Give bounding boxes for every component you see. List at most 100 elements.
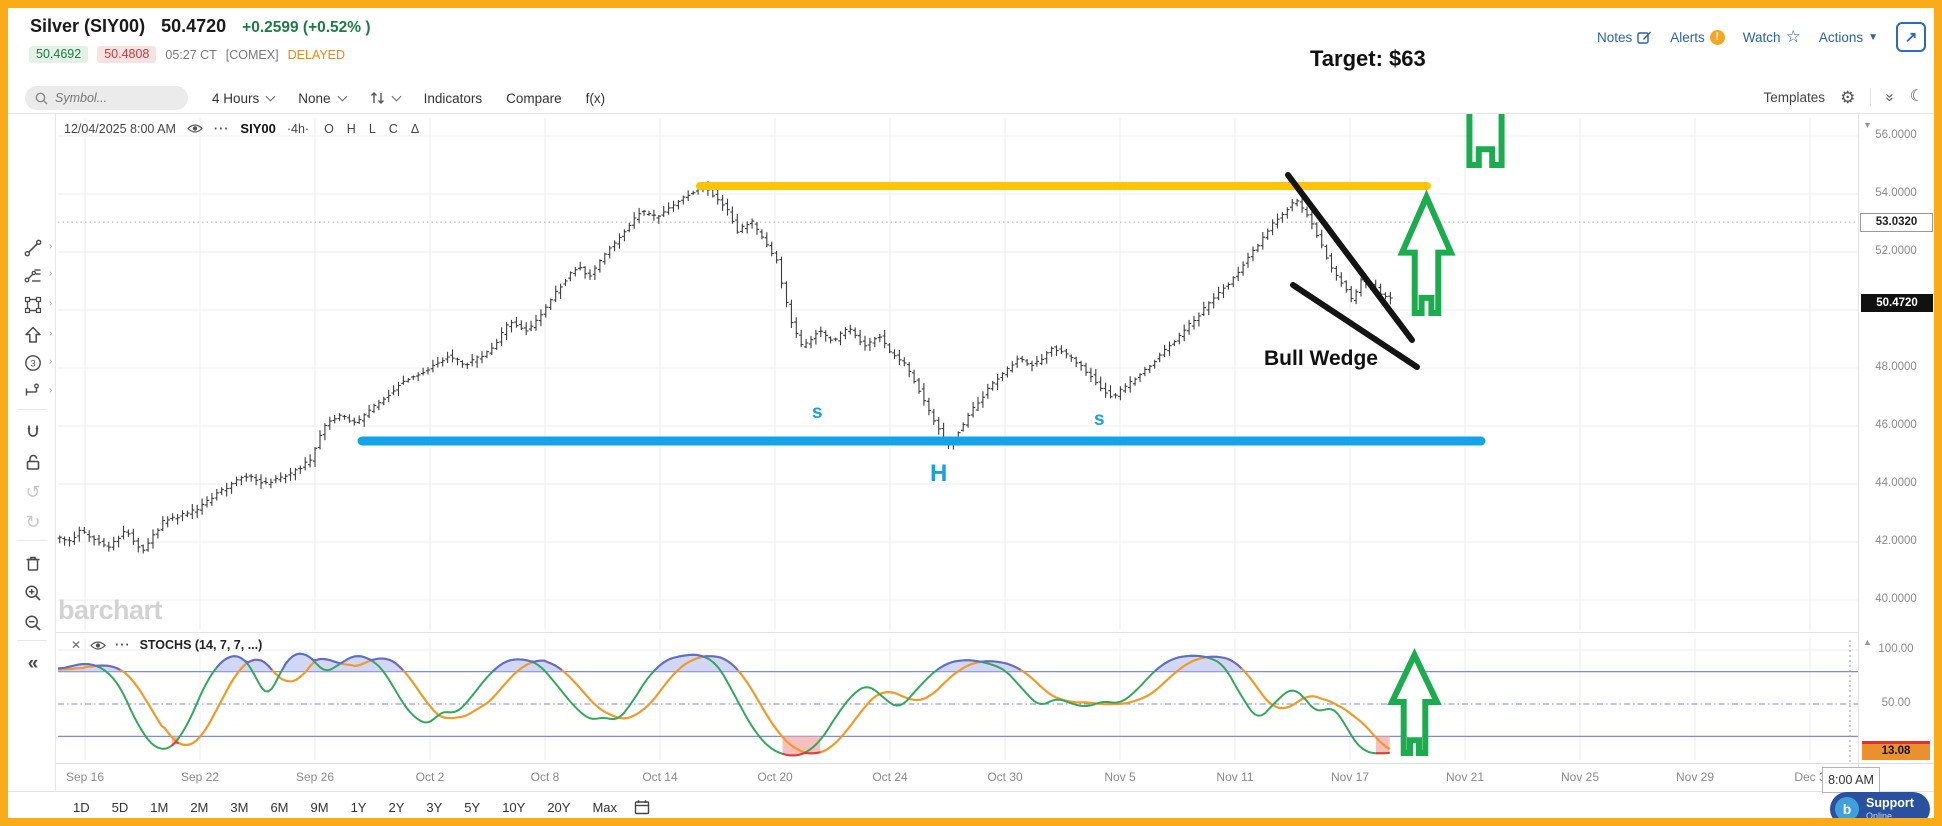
tool-flyout-chevron-icon[interactable]: ›: [49, 385, 53, 396]
period-button-2m[interactable]: 2M: [190, 799, 209, 815]
period-button-1y[interactable]: 1Y: [350, 799, 367, 815]
time-axis-label: Oct 14: [642, 770, 678, 784]
delete-drawings-button[interactable]: [19, 550, 47, 576]
period-button-3y[interactable]: 3Y: [426, 799, 443, 815]
price-change: +0.2599 (+0.52% ): [242, 19, 371, 36]
tool-flyout-chevron-icon[interactable]: ›: [49, 298, 53, 309]
tool-flyout-chevron-icon[interactable]: ›: [49, 356, 53, 367]
divider: [8, 763, 1934, 764]
fib-lines-tool[interactable]: [19, 262, 47, 288]
price-axis-label: 48.0000: [1875, 361, 1917, 373]
more-options-icon[interactable]: ···: [115, 638, 131, 652]
overlay-dropdown[interactable]: None: [298, 91, 348, 106]
barchart-watermark: barchart: [58, 595, 163, 625]
chevron-down-icon: [337, 91, 348, 101]
price-axis-label: 46.0000: [1875, 419, 1917, 431]
stoch-last-value-label: 13.08: [1862, 741, 1930, 760]
indicators-button[interactable]: Indicators: [423, 90, 483, 106]
trendline-tool[interactable]: [19, 235, 47, 261]
price-chart[interactable]: [56, 114, 1934, 763]
period-button-5d[interactable]: 5D: [111, 799, 129, 815]
collapse-panel-icon[interactable]: ▼: [1863, 120, 1872, 130]
period-button-9m[interactable]: 9M: [310, 799, 329, 815]
eye-icon[interactable]: [187, 123, 203, 134]
actions-dropdown[interactable]: Actions ▼: [1818, 29, 1878, 45]
header-actions: Notes Alerts ! Watch ☆ Actions ▼ ↗: [1597, 22, 1926, 52]
last-price: 50.4720: [161, 16, 227, 36]
support-chat-button[interactable]: b Support Online: [1830, 792, 1930, 826]
arrow-annotation-tool[interactable]: [19, 322, 47, 348]
magnet-tool[interactable]: [19, 419, 47, 445]
custom-date-range-button[interactable]: [634, 799, 650, 815]
alerts-button[interactable]: Alerts !: [1670, 29, 1725, 45]
tool-flyout-chevron-icon[interactable]: ›: [49, 241, 53, 252]
tool-flyout-chevron-icon[interactable]: ›: [49, 268, 53, 279]
time-axis-label: Nov 11: [1216, 770, 1254, 784]
shapes-tool[interactable]: [19, 292, 47, 318]
crosshair-time-label: 8:00 AM: [1822, 767, 1880, 793]
period-toolbar: 1D 5D 1M 2M 3M 6M 9M 1Y 2Y 3Y 5Y 10Y 20Y Max: [62, 794, 650, 820]
fx-button[interactable]: f(x): [585, 90, 606, 106]
watch-button[interactable]: Watch ☆: [1742, 27, 1801, 46]
bar-type-dropdown[interactable]: [370, 91, 402, 105]
redo-button[interactable]: ↻: [25, 512, 41, 532]
remove-indicator-icon[interactable]: ✕: [71, 638, 82, 652]
dark-mode-moon-icon[interactable]: ☾: [1909, 88, 1924, 105]
delayed-badge: DELAYED: [287, 47, 346, 62]
svg-text:3: 3: [30, 358, 35, 369]
head-label[interactable]: H: [930, 460, 948, 487]
period-button-3m[interactable]: 3M: [230, 799, 249, 815]
exchange-label: [COMEX]: [225, 47, 279, 62]
collapse-up-icon[interactable]: »: [1881, 92, 1899, 102]
period-button-1d[interactable]: 1D: [73, 799, 90, 815]
collapse-sidebar-button[interactable]: «: [27, 652, 39, 674]
shoulder-right-label[interactable]: s: [1094, 409, 1105, 430]
undo-button[interactable]: ↺: [25, 482, 41, 502]
tool-flyout-chevron-icon[interactable]: ›: [49, 328, 53, 339]
period-button-max[interactable]: Max: [592, 799, 618, 815]
period-button-10y[interactable]: 10Y: [502, 799, 526, 815]
divider: [1858, 114, 1859, 791]
expand-chart-button[interactable]: ↗: [1896, 22, 1926, 52]
zoom-in-button[interactable]: [19, 580, 47, 606]
up-arrow-annotation-1: [1397, 189, 1456, 316]
bull-wedge-annotation[interactable]: Bull Wedge: [1264, 347, 1378, 370]
time-axis-label: Nov 25: [1560, 770, 1600, 784]
period-button-5y[interactable]: 5Y: [464, 799, 481, 815]
period-button-6m[interactable]: 6M: [270, 799, 289, 815]
price-axis-label: 56.0000: [1875, 129, 1917, 141]
legend-symbol: SIY00: [240, 121, 276, 136]
ask-price: 50.4808: [97, 46, 157, 63]
lock-tool[interactable]: [19, 449, 47, 475]
wedge-line-lower: [1290, 282, 1420, 370]
divider: [17, 640, 47, 641]
number-annotation-tool[interactable]: 3: [19, 350, 47, 376]
target-annotation[interactable]: Target: $63: [1310, 46, 1426, 71]
time-axis-label: Dec 3: [1794, 770, 1826, 784]
stoch-legend: ✕ ··· STOCHS (14, 7, 7, ...): [71, 638, 262, 652]
period-button-20y[interactable]: 20Y: [547, 799, 571, 815]
compare-button[interactable]: Compare: [506, 90, 562, 106]
notes-button[interactable]: Notes: [1597, 30, 1652, 45]
more-options-icon[interactable]: ···: [213, 121, 230, 136]
divider: [1870, 88, 1872, 106]
notes-icon: [1637, 31, 1652, 44]
zoom-out-button[interactable]: [19, 610, 47, 636]
time-axis-label: Sep 26: [295, 770, 335, 784]
eye-icon[interactable]: [90, 640, 106, 651]
legend-datetime: 12/04/2025 8:00 AM: [64, 121, 176, 136]
shoulder-left-label[interactable]: s: [812, 402, 823, 423]
period-button-2y[interactable]: 2Y: [388, 799, 405, 815]
timeframe-dropdown[interactable]: 4 Hours: [212, 91, 276, 106]
symbol-search[interactable]: [25, 86, 188, 110]
bid-price: 50.4692: [29, 46, 89, 63]
time-axis-label: Nov 21: [1445, 770, 1485, 784]
time-axis-label: Oct 24: [872, 770, 908, 784]
symbol-search-input[interactable]: [55, 91, 170, 105]
price-axis-label: 42.0000: [1875, 535, 1917, 547]
templates-button[interactable]: Templates: [1763, 89, 1826, 105]
measure-tool[interactable]: [19, 379, 47, 405]
period-button-1m[interactable]: 1M: [150, 799, 169, 815]
gear-icon[interactable]: ⚙: [1840, 87, 1856, 107]
expand-panel-icon[interactable]: ▲: [1863, 637, 1872, 647]
